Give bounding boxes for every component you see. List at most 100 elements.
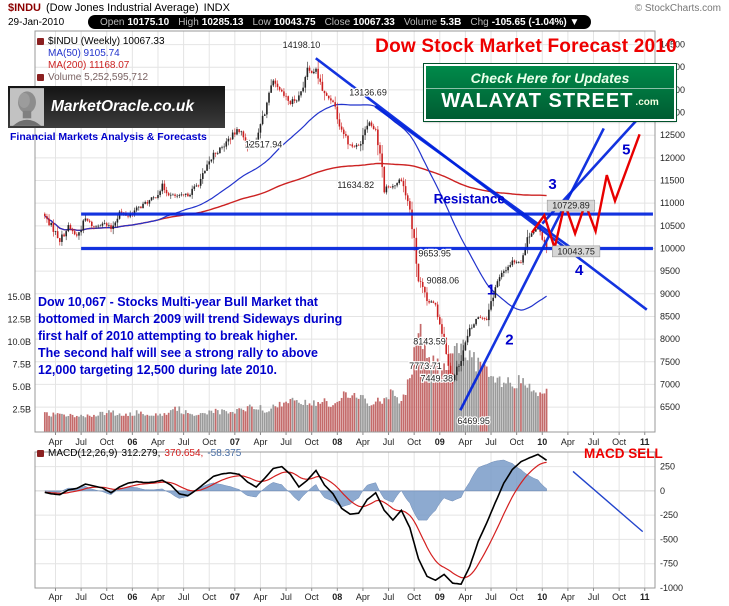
macd-x-axis-label: Apr bbox=[561, 592, 575, 602]
quote-row: 29-Jan-2010 Open 10175.10 High 10285.13 Lo… bbox=[8, 15, 721, 29]
volume-legend-row: Volume 5,252,595,712 bbox=[37, 72, 148, 83]
resistance-label: Resistance bbox=[434, 192, 506, 207]
x-axis-label: Apr bbox=[253, 437, 267, 447]
macd-x-axis-label: Jul bbox=[280, 592, 292, 602]
x-axis-label: Jul bbox=[280, 437, 292, 447]
volume-axis-label: 15.0B bbox=[7, 292, 31, 302]
price-axis-label: 10500 bbox=[660, 221, 685, 231]
ticker-symbol: $INDU bbox=[8, 2, 42, 14]
macd-x-axis-label: Oct bbox=[100, 592, 115, 602]
price-label: 7773.71 bbox=[409, 361, 442, 371]
macd-value: 312.279, bbox=[121, 448, 161, 459]
x-axis-label: 08 bbox=[332, 437, 342, 447]
x-axis-label: Jul bbox=[75, 437, 87, 447]
volume-axis-label: 7.5B bbox=[12, 360, 31, 370]
chart-labels: 1 2 3 4 5 Resistance 14198.10 13136.69 12517.94 1… bbox=[244, 39, 631, 427]
high-label: High bbox=[178, 16, 199, 28]
x-axis-label: 09 bbox=[435, 437, 445, 447]
trend-line bbox=[374, 105, 579, 255]
macd-signal-value: 370.654, bbox=[164, 448, 204, 459]
macd-x-axis-label: Jul bbox=[485, 592, 497, 602]
x-axis-label: Apr bbox=[48, 437, 62, 447]
volume-axis-label: 5.0B bbox=[12, 382, 31, 392]
macd-axis-label: -750 bbox=[660, 559, 678, 569]
forecast-overlays bbox=[81, 57, 653, 411]
macd-x-axis-label: Oct bbox=[407, 592, 422, 602]
price-axis-label: 7000 bbox=[660, 379, 680, 389]
quote-summary-bar: Open 10175.10 High 10285.13 Low 10043.75 Cl… bbox=[88, 15, 592, 29]
wave-label: 5 bbox=[622, 142, 630, 159]
x-axis-label: 10 bbox=[537, 437, 547, 447]
macd-name: MACD(12,26,9) bbox=[48, 448, 118, 459]
price-label: 7449.38 bbox=[420, 373, 453, 383]
macd-x-axis-label: 11 bbox=[640, 592, 650, 602]
moving-averages bbox=[44, 103, 547, 311]
walayat-street-banner[interactable]: Check Here for Updates WALAYAT STREET .co… bbox=[423, 63, 677, 122]
ma200-legend-row: MA(200) 11168.07 bbox=[48, 60, 129, 71]
price-label: 10043.75 bbox=[557, 246, 595, 256]
macd-x-axis-label: Apr bbox=[151, 592, 165, 602]
price-axis-label: 8000 bbox=[660, 334, 680, 344]
ma50-legend-row: MA(50) 9105.74 bbox=[48, 48, 120, 59]
x-axis-label: Apr bbox=[356, 437, 370, 447]
x-axis-label: Oct bbox=[612, 437, 627, 447]
low-value: 10043.75 bbox=[273, 16, 316, 28]
price-label: 9653.95 bbox=[418, 249, 451, 259]
macd-x-axis-label: Jul bbox=[588, 592, 600, 602]
price-axis-label: 9500 bbox=[660, 266, 680, 276]
price-label: 10729.89 bbox=[552, 201, 590, 211]
volume-legend: Volume 5,252,595,712 bbox=[48, 72, 149, 83]
series-collapse-icon bbox=[37, 38, 44, 45]
banner-check-text[interactable]: Check Here for Updates bbox=[470, 70, 630, 86]
macd-signal-line bbox=[44, 461, 547, 579]
price-axis-label: 12500 bbox=[660, 130, 685, 140]
wave-label: 2 bbox=[505, 332, 513, 349]
forecast-annotation: Dow 10,067 - Stocks Multi-year Bull Mark… bbox=[38, 295, 343, 377]
open-label: Open bbox=[100, 16, 125, 28]
logo-tagline: Financial Markets Analysis & Forecasts bbox=[10, 131, 207, 143]
macd-x-axis-label: Apr bbox=[458, 592, 472, 602]
x-axis-label: Apr bbox=[561, 437, 575, 447]
macd-axis-label: -500 bbox=[660, 534, 678, 544]
banner-brand-row[interactable]: WALAYAT STREET .com bbox=[426, 88, 674, 113]
forecast-zigzag bbox=[531, 133, 641, 253]
macd-x-axis-label: Jul bbox=[383, 592, 395, 602]
x-axis-label: Apr bbox=[151, 437, 165, 447]
price-axis-label: 12000 bbox=[660, 153, 685, 163]
macd-x-axis-label: 08 bbox=[332, 592, 342, 602]
price-axis-label: 7500 bbox=[660, 357, 680, 367]
ticker-exchange: INDX bbox=[203, 2, 230, 14]
x-axis-label: Jul bbox=[178, 437, 190, 447]
x-axis-label: 06 bbox=[127, 437, 137, 447]
x-axis-label: Oct bbox=[100, 437, 115, 447]
x-axis-label: Oct bbox=[305, 437, 320, 447]
volume-bars bbox=[43, 323, 548, 432]
x-axis-label: 11 bbox=[640, 437, 650, 447]
macd-sell-label: MACD SELL bbox=[584, 446, 663, 461]
macd-axis-label: -1000 bbox=[660, 583, 683, 593]
forecast-title: Dow Stock Market Forecast 2010 bbox=[375, 36, 677, 57]
banner-suffix[interactable]: .com bbox=[635, 97, 659, 108]
macd-series bbox=[44, 453, 644, 585]
price-label: 8143.59 bbox=[413, 337, 446, 347]
price-axis-label: 10000 bbox=[660, 243, 685, 253]
ma50-legend: MA(50) 9105.74 bbox=[48, 48, 120, 59]
wave-label: 3 bbox=[548, 176, 556, 193]
macd-axis-label: -250 bbox=[660, 510, 678, 520]
macd-x-axis-label: Jul bbox=[178, 592, 190, 602]
price-axis-label: 8500 bbox=[660, 311, 680, 321]
macd-x-axis-label: Oct bbox=[510, 592, 525, 602]
ticker-name: (Dow Jones Industrial Average) bbox=[46, 2, 199, 14]
price-label: 9088.06 bbox=[427, 275, 460, 285]
price-label: 13136.69 bbox=[349, 87, 387, 97]
banner-brand-text[interactable]: WALAYAT STREET bbox=[441, 90, 634, 112]
logo-text: MarketOracle.co.uk bbox=[51, 98, 195, 115]
quote-date: 29-Jan-2010 bbox=[8, 16, 65, 28]
volume-axis-label: 12.5B bbox=[7, 315, 31, 325]
price-label: 14198.10 bbox=[283, 40, 321, 50]
chg-label: Chg bbox=[470, 16, 489, 28]
marketoracle-logo[interactable]: MarketOracle.co.uk bbox=[8, 86, 225, 128]
macd-x-axis-label: Oct bbox=[202, 592, 217, 602]
macd-x-axis-label: Apr bbox=[253, 592, 267, 602]
ma200-legend: MA(200) 11168.07 bbox=[48, 60, 130, 71]
